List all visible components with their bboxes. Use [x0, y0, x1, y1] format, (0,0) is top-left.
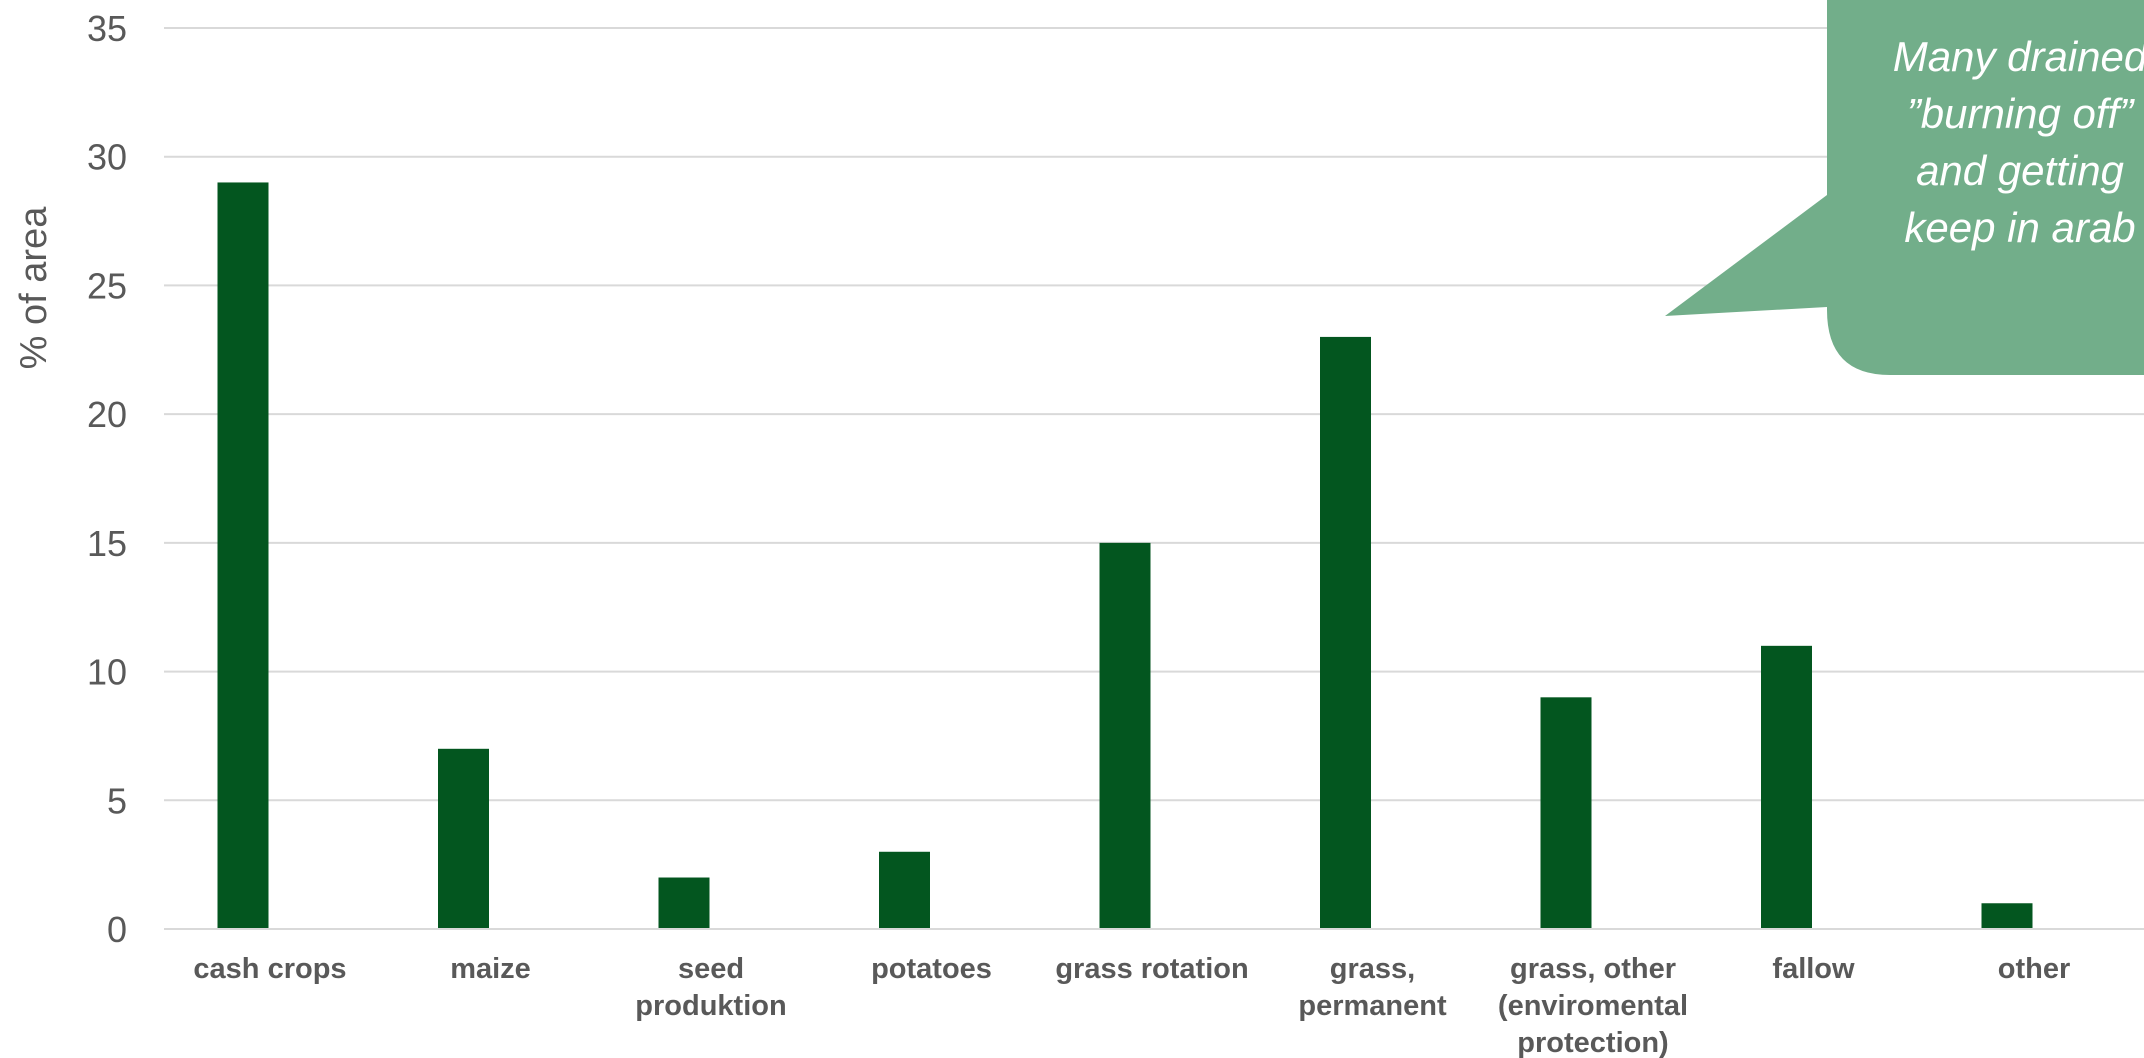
callout-line: and getting — [1916, 147, 2124, 194]
y-tick-label: 10 — [87, 652, 127, 693]
x-tick-label: potatoes — [871, 953, 992, 985]
x-tick-label: grass, permanent — [1298, 953, 1447, 1022]
bar — [1761, 645, 1812, 929]
bar — [1981, 903, 2033, 929]
y-tick-label: 30 — [87, 137, 127, 178]
bar — [1540, 697, 1592, 929]
bars — [217, 182, 2033, 929]
bar — [658, 877, 710, 929]
y-tick-label: 15 — [87, 523, 127, 564]
bar — [1099, 542, 1151, 929]
y-tick-label: 20 — [87, 394, 127, 435]
y-axis-ticks: 0 5 10 15 20 25 30 35 — [87, 8, 127, 950]
x-tick-label: grass, other (enviromental protection) — [1498, 953, 1688, 1058]
callout-bubble: Many drained ”burning off” and getting keep… — [1400, 0, 2144, 375]
gridlines — [164, 27, 2144, 802]
callout-line: ”burning off” — [1907, 90, 2135, 137]
bar — [438, 748, 489, 929]
x-tick-label: other — [1998, 953, 2071, 985]
callout-line: Many drained — [1893, 33, 2144, 80]
bar — [879, 851, 930, 929]
callout-shape — [1400, 0, 2144, 375]
x-tick-label: fallow — [1772, 953, 1855, 985]
x-tick-label: cash crops — [193, 953, 346, 985]
x-tick-label: grass rotation — [1055, 953, 1248, 985]
callout-line: keep in arab — [1904, 204, 2135, 251]
callout-text-block: Many drained ”burning off” and getting keep… — [1893, 33, 2144, 251]
x-tick-label: maize — [450, 953, 531, 985]
x-axis-category-labels: cash crops maize seed produktion potatoes gra… — [193, 953, 2070, 1058]
y-tick-label: 5 — [107, 780, 127, 821]
y-tick-label: 25 — [87, 265, 127, 306]
y-tick-label: 35 — [87, 8, 127, 49]
x-tick-label: seed produktion — [635, 953, 786, 1022]
bar — [217, 182, 269, 929]
bar — [1320, 336, 1371, 929]
y-tick-label: 0 — [107, 909, 127, 950]
y-axis-title: % of area — [13, 206, 55, 370]
callout-text: Many drained ”burning off” and getting keep… — [1893, 33, 2144, 251]
